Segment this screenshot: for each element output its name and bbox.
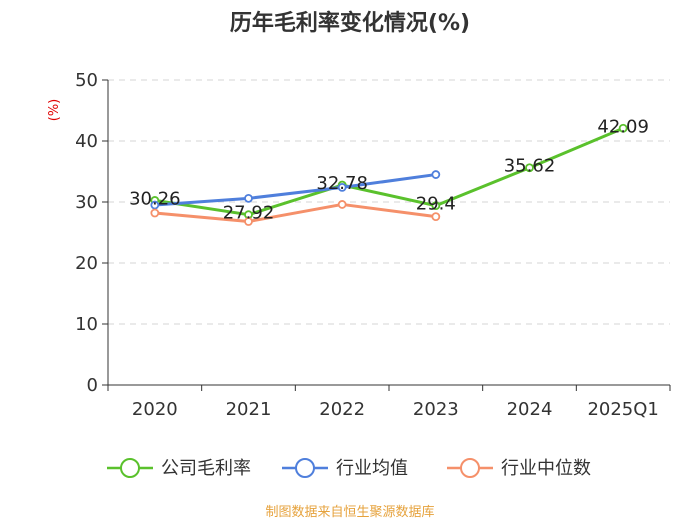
data-label: 42.09 (597, 116, 649, 137)
data-point (150, 208, 160, 218)
data-point (431, 212, 441, 222)
y-tick-label: 10 (75, 314, 98, 335)
legend-label: 行业均值 (336, 458, 408, 479)
series-lines (150, 123, 628, 226)
legend-item[interactable]: 行业中位数 (447, 458, 591, 479)
legend-item[interactable]: 公司毛利率 (107, 458, 251, 479)
x-tick-label: 2022 (319, 399, 365, 420)
data-point (431, 170, 441, 179)
data-label: 29.4 (416, 194, 456, 215)
y-tick-label: 0 (87, 375, 98, 396)
y-tick-label: 50 (75, 70, 98, 91)
x-tick-label: 2021 (226, 399, 272, 420)
x-tick-label: 2025Q1 (587, 399, 658, 420)
x-tick-label: 2023 (413, 399, 459, 420)
data-point (337, 200, 347, 209)
series-line (153, 173, 438, 207)
source-note: 制图数据来自恒生聚源数据库 (265, 504, 434, 520)
data-label: 35.62 (504, 156, 556, 177)
data-label: 27.92 (223, 203, 275, 224)
data-point (150, 200, 160, 210)
y-axis-label: (%) (47, 99, 62, 122)
data-point (618, 123, 628, 133)
y-tick-label: 20 (75, 253, 98, 274)
data-label: 32.78 (316, 173, 368, 194)
axes: 0 10 20 30 40 50 2020 2021 2022 2023 2024 2025Q1 (75, 70, 671, 420)
data-point (337, 182, 347, 192)
legend[interactable]: 公司毛利率 行业均值 行业中位数 (107, 458, 591, 479)
x-tick-label: 2020 (132, 399, 178, 420)
legend-marker (120, 458, 140, 478)
legend-item[interactable]: 行业均值 (282, 458, 408, 479)
data-label: 30.26 (129, 188, 181, 209)
series-line (153, 202, 438, 224)
y-tick-label: 30 (75, 192, 98, 213)
legend-label: 行业中位数 (501, 458, 591, 479)
data-labels: 30.26 27.92 32.78 29.4 35.62 42.09 (129, 116, 649, 223)
x-tick-label: 2024 (507, 399, 553, 420)
legend-marker (295, 458, 315, 478)
legend-marker (460, 458, 480, 478)
chart-title: 历年毛利率变化情况(%) (230, 10, 470, 36)
data-point (244, 193, 253, 203)
y-tick-label: 40 (75, 131, 98, 152)
legend-label: 公司毛利率 (161, 458, 251, 479)
data-point (525, 163, 534, 173)
data-point (244, 217, 253, 226)
series-line (153, 126, 625, 217)
data-point (431, 201, 441, 211)
